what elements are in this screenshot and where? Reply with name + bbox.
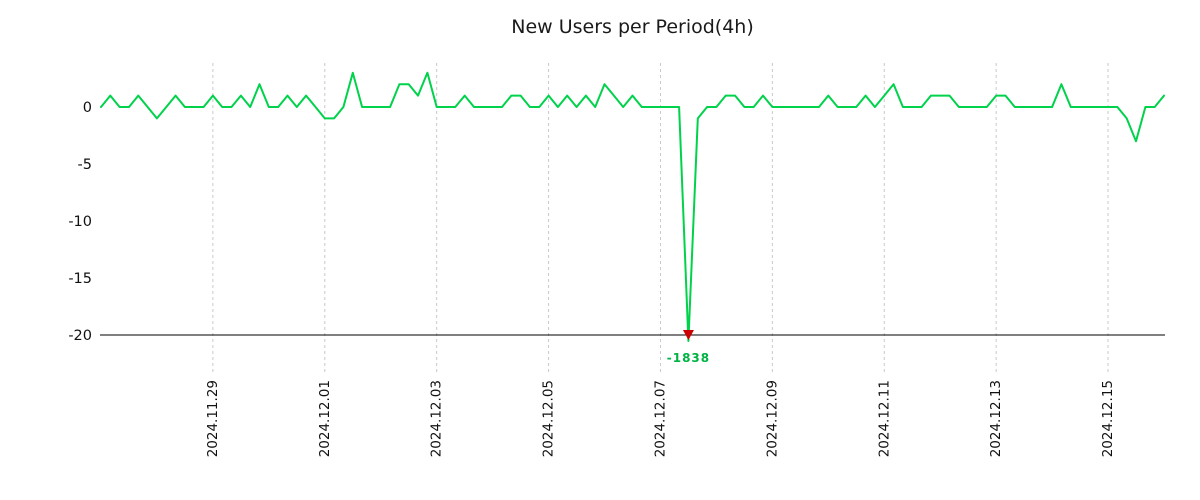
x-tick-label: 2024.12.07: [652, 380, 668, 457]
data-line: [100, 71, 1165, 342]
chart-title: New Users per Period(4h): [511, 16, 754, 38]
y-tick-label: 0: [83, 100, 92, 116]
min-value-label: -1838: [667, 351, 710, 365]
min-marker-icon: [682, 330, 694, 340]
x-tick-label: 2024.12.11: [876, 380, 892, 457]
x-tick-label: 2024.11.29: [205, 380, 221, 457]
y-tick-label: -15: [68, 271, 92, 287]
x-tick-label: 2024.12.01: [317, 380, 333, 457]
y-tick-label: -5: [78, 157, 92, 173]
x-tick-label: 2024.12.13: [988, 380, 1004, 457]
x-tick-label: 2024.12.09: [764, 380, 780, 457]
y-tick-label: -10: [68, 214, 92, 230]
x-tick-label: 2024.12.03: [429, 380, 445, 457]
x-tick-label: 2024.12.05: [541, 380, 557, 457]
y-tick-label: -20: [68, 328, 92, 344]
x-tick-label: 2024.12.15: [1100, 380, 1116, 457]
